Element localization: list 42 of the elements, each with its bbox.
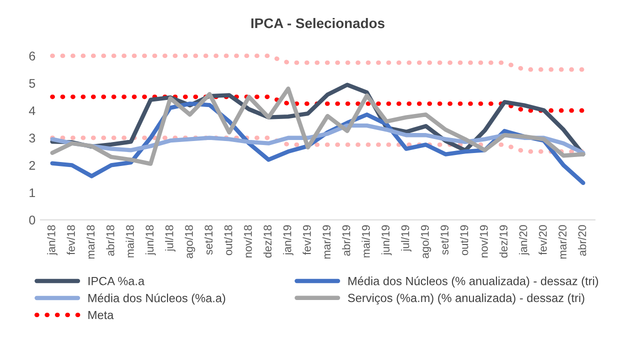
- x-tick-label: set/18: [204, 225, 213, 255]
- legend-label: Média dos Núcleos (% anualizada) - dessaz (tri): [348, 276, 598, 288]
- x-tick-label: mar/19: [322, 225, 331, 259]
- x-tick-label: abr/19: [342, 225, 350, 256]
- x-tick-label: ago/18: [184, 225, 196, 258]
- x-tick-label: fev/19: [302, 225, 311, 255]
- legend-label: Média dos Núcleos (%a.a): [88, 293, 226, 305]
- x-tick-label: set/19: [440, 225, 449, 255]
- x-tick-label: jun/18: [145, 225, 156, 256]
- x-tick-label: nov/19: [480, 225, 488, 258]
- x-tick-label: out/19: [460, 225, 468, 256]
- y-tick-label: 0: [29, 216, 36, 225]
- legend-label: Serviços (%a.m) (% anualizada) - dessaz (tri): [348, 293, 584, 305]
- x-tick-label: fev/18: [66, 225, 75, 255]
- x-tick-label: jul/18: [165, 225, 176, 252]
- x-tick-label: jan/19: [283, 225, 294, 256]
- x-tick-label: ago/19: [420, 225, 432, 258]
- x-tick-label: jan/20: [519, 225, 530, 256]
- line-series: [50, 86, 586, 166]
- x-tick-label: jan/18: [47, 225, 58, 256]
- y-tick-label: 3: [29, 134, 36, 143]
- x-tick-label: mar/18: [86, 225, 95, 259]
- x-tick-label: mar/20: [558, 225, 566, 259]
- legend-label: IPCA %a.a: [88, 276, 145, 286]
- x-tick-label: abr/18: [106, 225, 114, 256]
- x-tick-label: abr/20: [578, 225, 586, 256]
- x-tick-label: dez/19: [499, 225, 508, 258]
- x-tick-label: mai/19: [362, 225, 370, 258]
- x-tick-label: nov/18: [244, 225, 252, 258]
- y-tick-label: 2: [29, 160, 36, 170]
- chart-title: IPCA - Selecionados: [251, 18, 384, 28]
- x-tick-label: mai/18: [126, 225, 134, 258]
- y-tick-label: 5: [29, 79, 36, 88]
- x-tick-label: dez/18: [263, 225, 272, 258]
- x-tick-label: jul/19: [401, 225, 412, 252]
- y-tick-label: 1: [30, 188, 36, 198]
- x-tick-label: jun/19: [381, 225, 392, 256]
- legend-label: Meta: [88, 310, 114, 320]
- x-tick-label: out/18: [224, 225, 232, 256]
- x-tick-label: fev/20: [538, 225, 547, 255]
- y-tick-label: 6: [29, 52, 36, 60]
- y-tick-label: 4: [28, 106, 36, 116]
